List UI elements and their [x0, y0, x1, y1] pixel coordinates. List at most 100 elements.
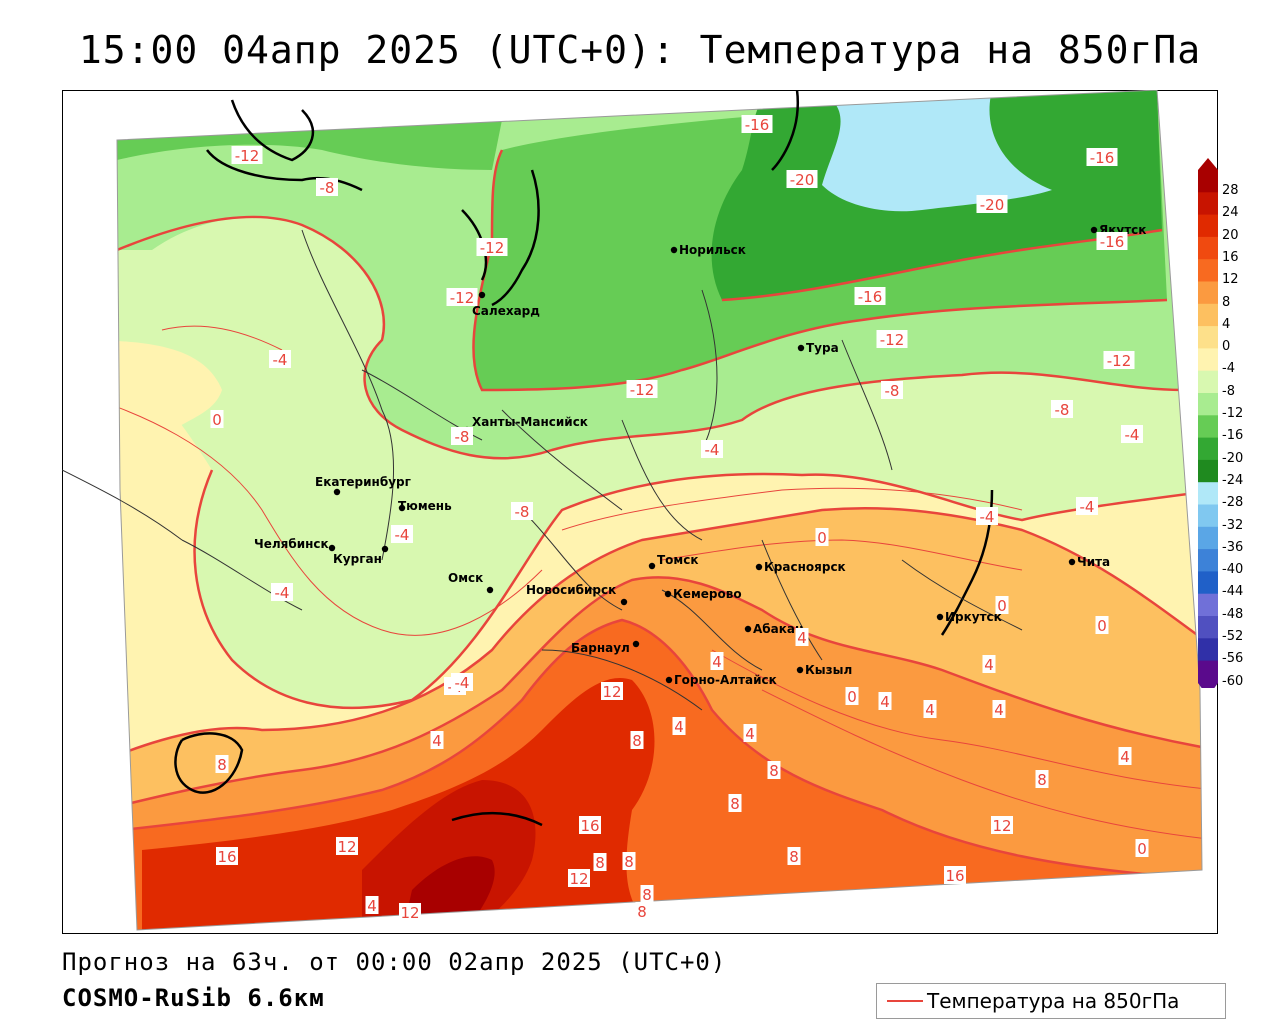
model-name: COSMO-RuSib 6.6км	[62, 984, 325, 1012]
contour-value-label: 16	[945, 867, 964, 885]
city-marker	[648, 562, 656, 570]
contour-label-box	[815, 528, 829, 546]
contour-label-box	[1121, 425, 1143, 443]
city-label: Чита	[1077, 555, 1110, 569]
contour-label-box	[992, 700, 1006, 718]
city-label: Абакан	[753, 622, 803, 636]
contour-label-box	[579, 816, 601, 834]
city-marker	[478, 291, 486, 299]
contour-value-label: 16	[217, 848, 236, 866]
city-label: Тура	[806, 341, 839, 355]
contour-label-box	[1035, 770, 1049, 788]
contour-value-label: -12	[880, 331, 905, 349]
scale-color-band	[1198, 482, 1218, 505]
contour-label-box	[976, 195, 1008, 213]
city-marker	[398, 504, 406, 512]
contour-label-box	[601, 682, 623, 700]
scale-tick-label: -60	[1222, 673, 1244, 689]
contour-value-label: 4	[745, 725, 755, 743]
contour-label-box	[430, 731, 444, 749]
city-label: Новосибирск	[526, 583, 616, 597]
contour-value-label: 8	[730, 795, 740, 813]
contour-label-box	[593, 853, 607, 871]
contour-value-label: -20	[980, 196, 1005, 214]
scale-tick-label: 4	[1222, 316, 1231, 332]
city-label: Норильск	[679, 243, 746, 257]
contour-label-box	[976, 507, 998, 525]
contour-label-box	[786, 170, 818, 188]
scale-color-band	[1198, 504, 1218, 528]
scale-tick-label: -56	[1222, 651, 1244, 667]
contour-label-box	[476, 238, 508, 256]
contour-value-label: 4	[712, 653, 722, 671]
contour-label-box	[1135, 839, 1149, 857]
contour-value-label: -12	[450, 289, 475, 307]
scale-tick-label: 20	[1222, 227, 1239, 243]
city-label: Кемерово	[673, 587, 742, 601]
contour-label-box	[640, 885, 654, 903]
contour-value-label: -12	[480, 239, 505, 257]
contour-label-box	[876, 330, 908, 348]
scale-color-band	[1198, 214, 1218, 238]
contour-label-box	[316, 178, 338, 196]
contour-label-box	[635, 902, 649, 920]
contour-label-box	[630, 731, 644, 749]
scale-tick-label: 0	[1222, 339, 1231, 355]
city-marker	[620, 598, 628, 606]
contour-value-label: -4	[980, 508, 995, 526]
contour-value-label: 0	[212, 411, 222, 429]
contour-label-box	[1051, 400, 1073, 418]
city-label: Салехард	[472, 304, 540, 318]
scale-tick-label: -16	[1222, 428, 1244, 444]
contour-label-box	[701, 440, 723, 458]
contour-value-label: -12	[630, 381, 655, 399]
contour-value-label: 12	[337, 838, 356, 856]
contour-value-label: 8	[595, 854, 605, 872]
contour-label-box	[231, 146, 263, 164]
contour-value-label: 12	[992, 817, 1011, 835]
scale-tick-label: -44	[1222, 584, 1244, 600]
contour-value-label: 8	[624, 853, 634, 871]
city-marker	[1090, 226, 1098, 234]
scale-bottom-arrow	[1198, 682, 1218, 688]
contour-label-box	[210, 410, 224, 428]
scale-tick-label: 8	[1222, 294, 1231, 310]
scale-color-band	[1198, 437, 1218, 461]
contour-label-box	[787, 847, 801, 865]
scale-color-band	[1198, 259, 1218, 282]
contour-value-label: 8	[632, 732, 642, 750]
contour-label-box	[923, 700, 937, 718]
contour-value-label: 4	[984, 656, 994, 674]
city-label: Красноярск	[764, 560, 846, 574]
contour-label-box	[767, 761, 781, 779]
city-marker	[665, 676, 673, 684]
scale-color-band	[1198, 326, 1218, 349]
scale-color-band	[1198, 526, 1218, 550]
city-label: Кызыл	[805, 663, 852, 677]
contour-value-label: -12	[1107, 352, 1132, 370]
city-marker	[381, 545, 389, 553]
city-marker	[1068, 558, 1076, 566]
contour-label-box	[991, 816, 1013, 834]
contour-value-label: -4	[395, 526, 410, 544]
contour-label-box	[399, 903, 421, 921]
contour-label-box	[672, 717, 686, 735]
contour-label-box	[982, 655, 996, 673]
contour-value-label: -8	[885, 382, 900, 400]
contour-value-label: 0	[847, 688, 857, 706]
contour-label-box	[336, 837, 358, 855]
scale-color-band	[1198, 170, 1218, 193]
scale-top-arrow	[1198, 158, 1218, 170]
scale-color-band	[1198, 303, 1218, 327]
scale-color-band	[1198, 236, 1218, 260]
contour-label-box	[271, 583, 293, 601]
contour-label-box	[944, 866, 966, 884]
contour-value-label: -4	[273, 351, 288, 369]
city-marker	[670, 246, 678, 254]
scale-tick-label: -12	[1222, 406, 1244, 421]
scale-tick-label: -20	[1222, 450, 1244, 466]
contour-label-box	[216, 847, 238, 865]
temperature-color-scale	[1198, 158, 1218, 688]
contour-value-label: 4	[880, 693, 890, 711]
contour-value-label: -16	[1090, 149, 1115, 167]
